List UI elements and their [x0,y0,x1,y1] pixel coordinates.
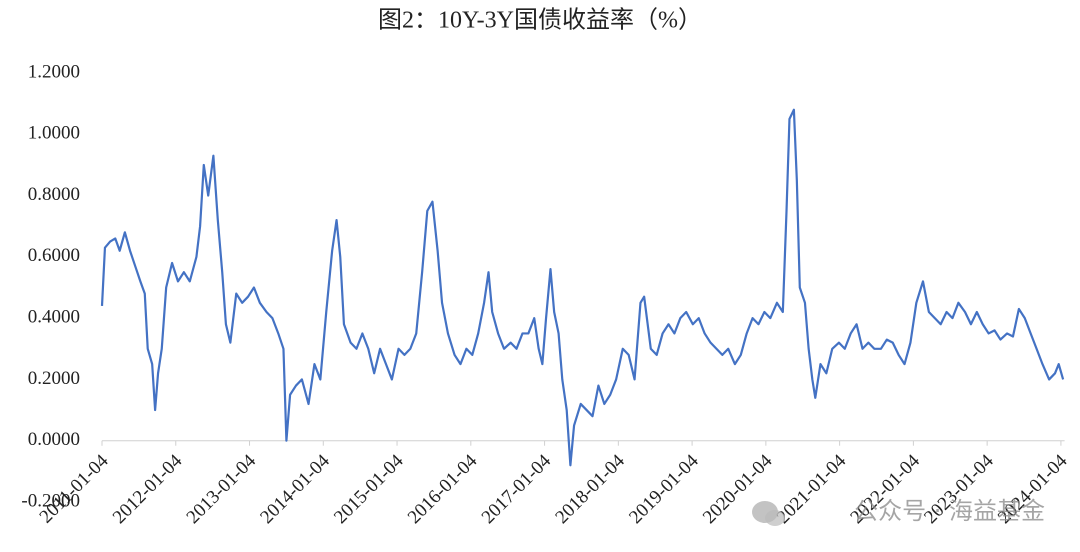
x-tick-label: 2016-01-04 [404,450,482,528]
y-tick-label: 0.6000 [28,245,80,266]
y-tick-label: 0.8000 [28,184,80,205]
y-tick-label: 0.0000 [28,429,80,450]
x-tick-label: 2017-01-04 [478,450,556,528]
y-tick-label: 0.4000 [28,307,80,328]
y-tick-label: -0.2000 [21,490,80,511]
watermark-icon [752,501,785,526]
y-tick-label: 1.2000 [28,61,80,82]
y-tick-label: 1.0000 [28,123,80,144]
x-tick-label: 2015-01-04 [330,450,408,528]
x-tick-label: 2014-01-04 [256,450,334,528]
x-tick-label: 2012-01-04 [109,450,187,528]
x-tick-label: 2018-01-04 [551,450,629,528]
y-tick-label: 0.2000 [28,368,80,389]
x-tick-label: 2013-01-04 [183,450,261,528]
x-tick-label: 2019-01-04 [625,450,703,528]
data-line [100,108,1065,467]
chart-title: 图2：10Y-3Y国债收益率（%） [378,7,702,34]
watermark: 公众号 · 海益基金 [854,497,1045,525]
x-tick-label: 2011-01-04 [36,450,113,527]
